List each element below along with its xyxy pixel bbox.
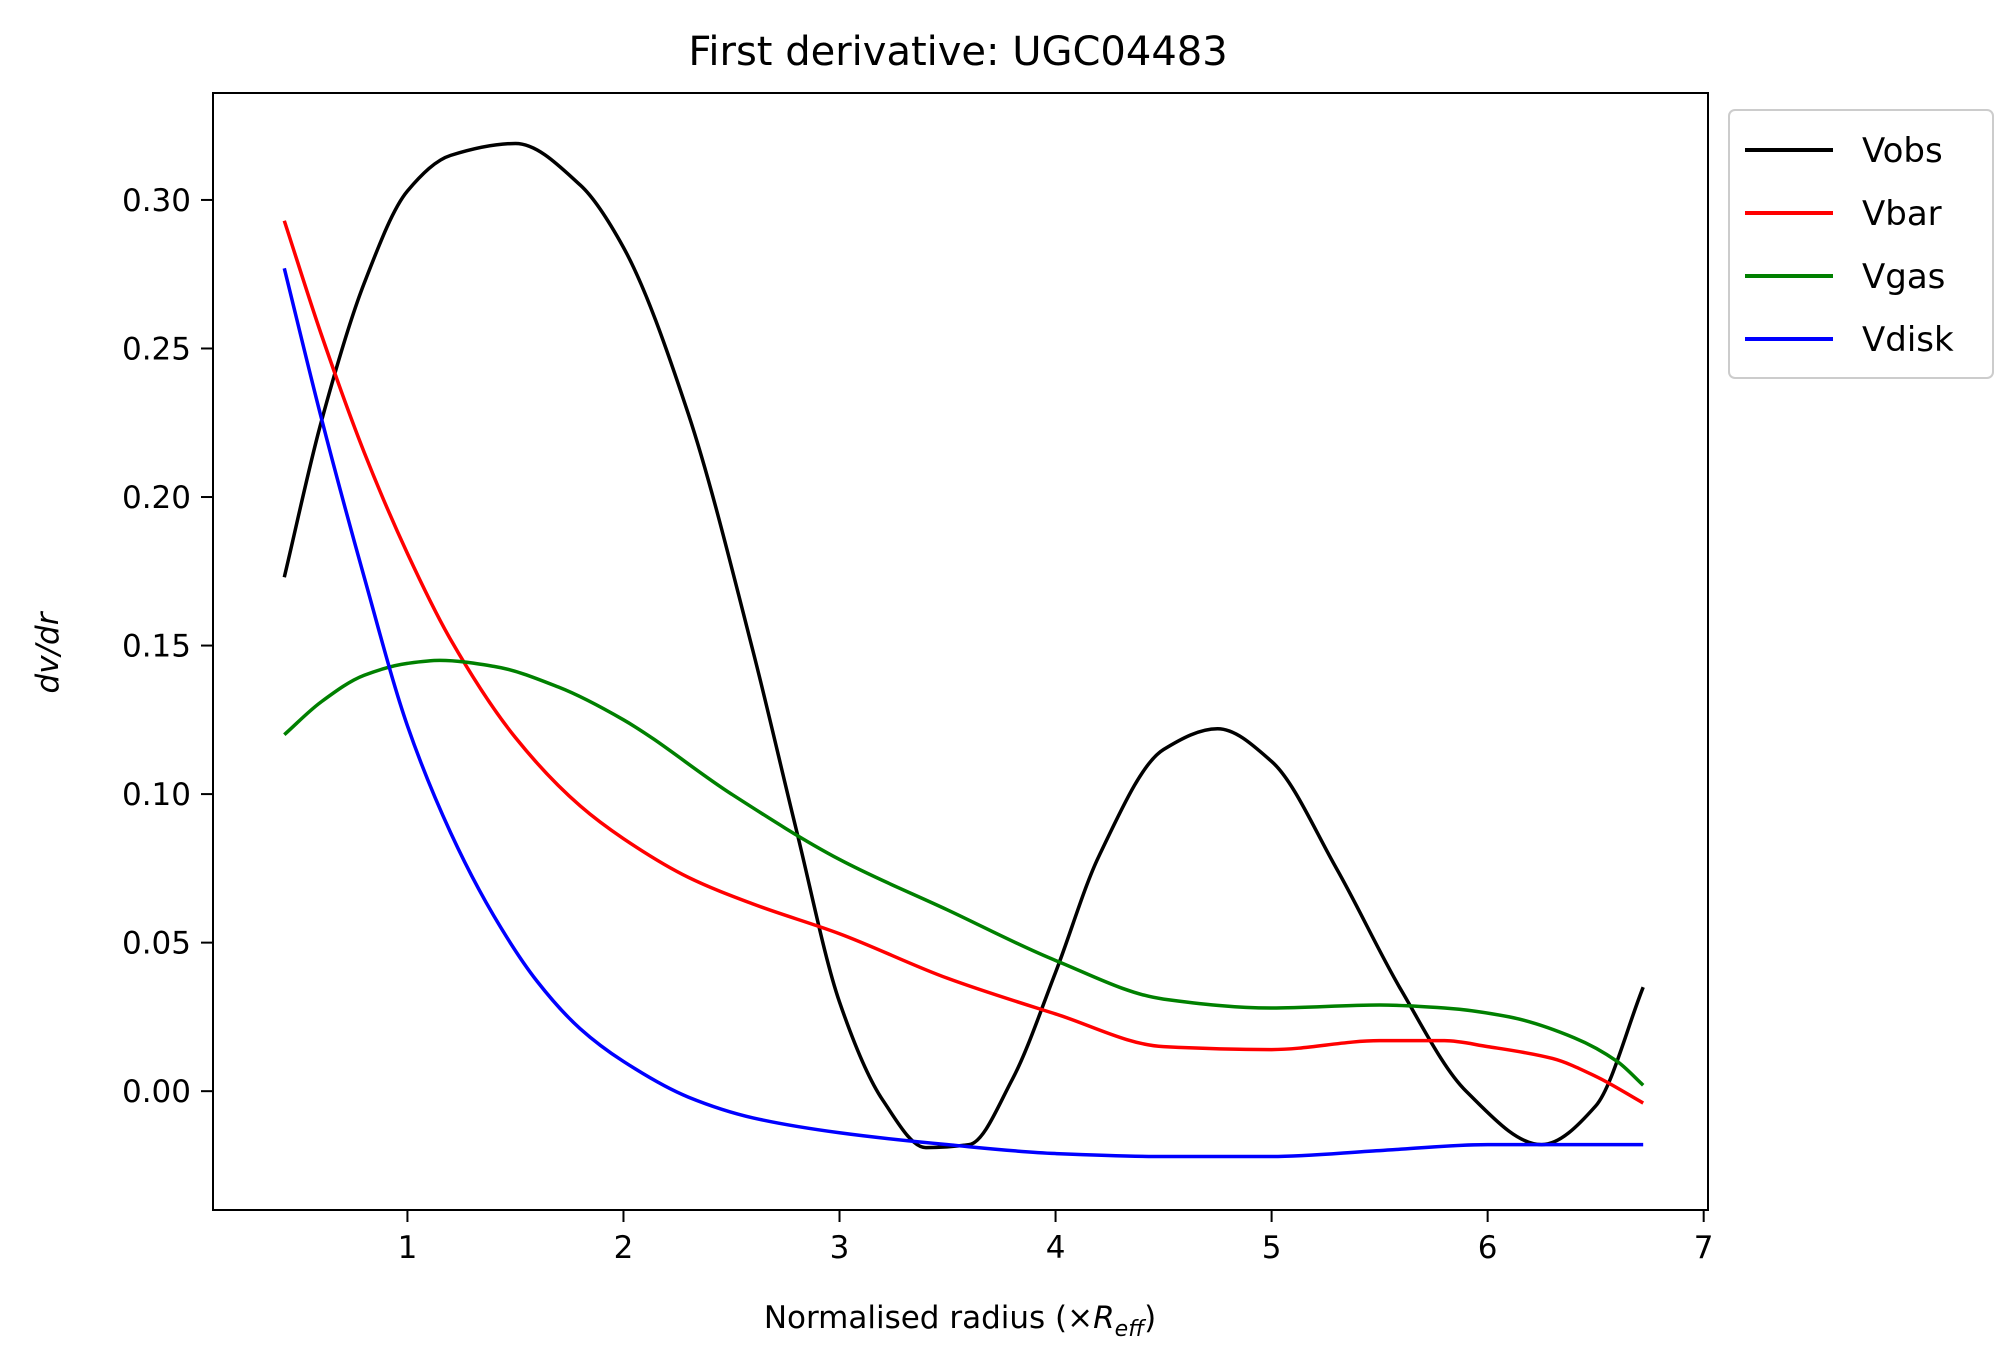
y-tick-label: 0.30	[122, 183, 191, 219]
x-axis-ticks: 1 2 3 4 5 6 7	[398, 1210, 1714, 1266]
legend-label-vbar: Vbar	[1862, 194, 1942, 234]
series-layer	[282, 141, 1645, 1159]
y-tick-label: 0.20	[122, 480, 191, 516]
legend-label-vgas: Vgas	[1862, 257, 1945, 297]
x-axis-label-subscript: eff	[1115, 1317, 1147, 1342]
legend-label-vdisk: Vdisk	[1862, 320, 1954, 360]
x-tick-label: 2	[614, 1230, 634, 1266]
legend-frame	[1728, 109, 1994, 379]
chart-title: First derivative: UGC04483	[688, 29, 1227, 75]
x-axis-label-text: Normalised radius (×	[764, 1300, 1093, 1336]
y-axis-ticks: 0.00 0.05 0.10 0.15 0.20 0.25 0.30	[122, 183, 213, 1110]
legend-items: Vobs Vbar Vgas Vdisk	[1745, 131, 1954, 360]
plot-frame	[212, 92, 1709, 1211]
x-axis-label: Normalised radius (×Reff)	[764, 1300, 1156, 1342]
y-tick-label: 0.10	[122, 777, 191, 813]
series-line-vbar	[282, 220, 1645, 1105]
x-axis-label-math: R	[1093, 1300, 1115, 1336]
y-tick-label: 0.25	[122, 331, 191, 367]
x-tick-label: 5	[1262, 1230, 1282, 1266]
x-tick-label: 3	[830, 1230, 850, 1266]
x-axis-label-close: )	[1144, 1300, 1156, 1336]
x-tick-label: 1	[398, 1230, 418, 1266]
series-line-vobs	[282, 141, 1645, 1150]
series-line-vgas	[283, 658, 1645, 1087]
series-line-vdisk	[282, 267, 1644, 1159]
x-tick-label: 4	[1046, 1230, 1066, 1266]
y-axis-label: dv/dr	[30, 610, 66, 693]
x-tick-label: 7	[1694, 1230, 1714, 1266]
legend-label-vobs: Vobs	[1862, 131, 1943, 171]
y-tick-label: 0.00	[122, 1074, 191, 1110]
legend: Vobs Vbar Vgas Vdisk	[1728, 109, 1994, 379]
x-tick-label: 6	[1478, 1230, 1498, 1266]
y-tick-label: 0.05	[122, 926, 191, 962]
y-tick-label: 0.15	[122, 629, 191, 665]
